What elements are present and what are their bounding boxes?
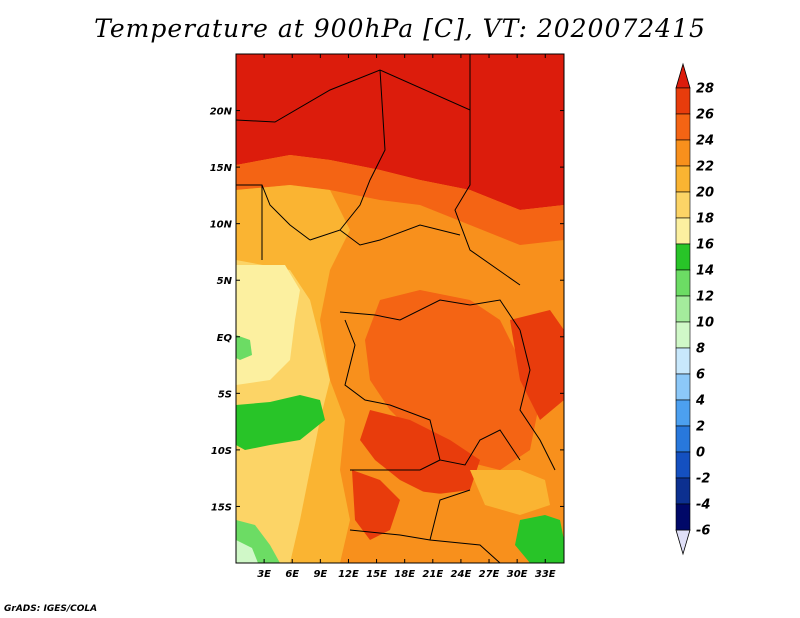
field-26-28-angola [360, 410, 480, 495]
colorbar-segment [675, 139, 691, 167]
colorbar-segment [675, 477, 691, 505]
temperature-field [236, 54, 564, 563]
credit-label: GrADS: IGES/COLA [4, 604, 98, 614]
colorbar-label: 14 [696, 264, 714, 279]
colorbar-label: -2 [696, 472, 710, 487]
lon-tick-label: 33E [535, 569, 556, 580]
colorbar-label: 20 [696, 186, 714, 201]
field-20-22-southeast [470, 470, 550, 515]
field-22-24-zambia [405, 490, 470, 545]
colorbar-segment [675, 87, 691, 115]
colorbar-label: 0 [696, 446, 705, 461]
lon-tick-label: 18E [394, 569, 415, 580]
colorbar-label: 8 [696, 342, 705, 357]
colorbar-segment [675, 243, 691, 271]
lon-tick-label: 27E [479, 569, 500, 580]
colorbar-segment [675, 165, 691, 193]
colorbar-label: 4 [695, 394, 705, 409]
lat-tick-label: 5S [218, 389, 232, 400]
longitude-axis: 3E 6E 9E 12E 15E 18E 21E 24E 27E 30E 33E [257, 54, 556, 580]
lon-tick-label: 30E [507, 569, 528, 580]
colorbar-label: 16 [696, 238, 714, 253]
colorbar-segment [675, 113, 691, 141]
lat-tick-label: 5N [217, 276, 233, 287]
colorbar-segment [675, 399, 691, 427]
lat-tick-label: 15N [210, 163, 233, 174]
map-frame [235, 53, 565, 564]
colorbar-segment [675, 373, 691, 401]
colorbar-label: 6 [696, 368, 705, 383]
colorbar-label: 26 [696, 108, 714, 123]
colorbar-segment [675, 503, 691, 531]
colorbar-label: 2 [696, 420, 705, 435]
lon-tick-label: 24E [451, 569, 472, 580]
lon-tick-label: 12E [338, 569, 359, 580]
colorbar-label: 24 [696, 134, 714, 149]
colorbar-label: -6 [696, 524, 710, 539]
colorbar-segment [675, 217, 691, 245]
lon-tick-label: 21E [422, 569, 443, 580]
colorbar-label: 12 [696, 290, 714, 305]
lat-tick-label: 10N [210, 220, 233, 231]
colorbar-segment [675, 321, 691, 349]
field-12-14-patch [236, 335, 252, 360]
lat-tick-label: 20N [210, 107, 233, 118]
lat-tick-label: 15S [211, 502, 232, 513]
colorbar-segment [675, 295, 691, 323]
field-24-26-sahel [236, 155, 564, 245]
field-8-10-south [236, 540, 258, 563]
lat-tick-label: 10S [211, 446, 232, 457]
colorbar-bottom-arrow [675, 529, 691, 556]
field-above-26-north [236, 54, 564, 210]
lat-tick-label: EQ [217, 333, 233, 344]
colorbar-segment [675, 269, 691, 297]
colorbar-label: 28 [696, 82, 714, 97]
country-borders [236, 54, 556, 563]
lon-tick-label: 15E [366, 569, 387, 580]
colorbar-segment [675, 425, 691, 453]
field-26-28-southwest [352, 470, 400, 540]
field-26-28-east [510, 310, 564, 420]
colorbar-label: -4 [696, 498, 710, 513]
colorbar-segment [675, 451, 691, 479]
colorbar-label: 18 [696, 212, 714, 227]
colorbar-top-arrow [675, 62, 691, 89]
latitude-axis: 20N 15N 10N 5N EQ 5S 10S 15S [210, 107, 564, 513]
lon-tick-label: 9E [313, 569, 327, 580]
lon-tick-label: 3E [257, 569, 271, 580]
colorbar-label: 22 [696, 160, 714, 175]
field-14-16-southeast [515, 515, 564, 563]
plot-title: Temperature at 900hPa [C], VT: 202007241… [94, 14, 706, 43]
colorbar-label: 10 [696, 316, 714, 331]
colorbar-segment [675, 347, 691, 375]
lon-tick-label: 6E [285, 569, 299, 580]
field-14-16-angola-coast [236, 395, 325, 450]
colorbar-segment [675, 191, 691, 219]
